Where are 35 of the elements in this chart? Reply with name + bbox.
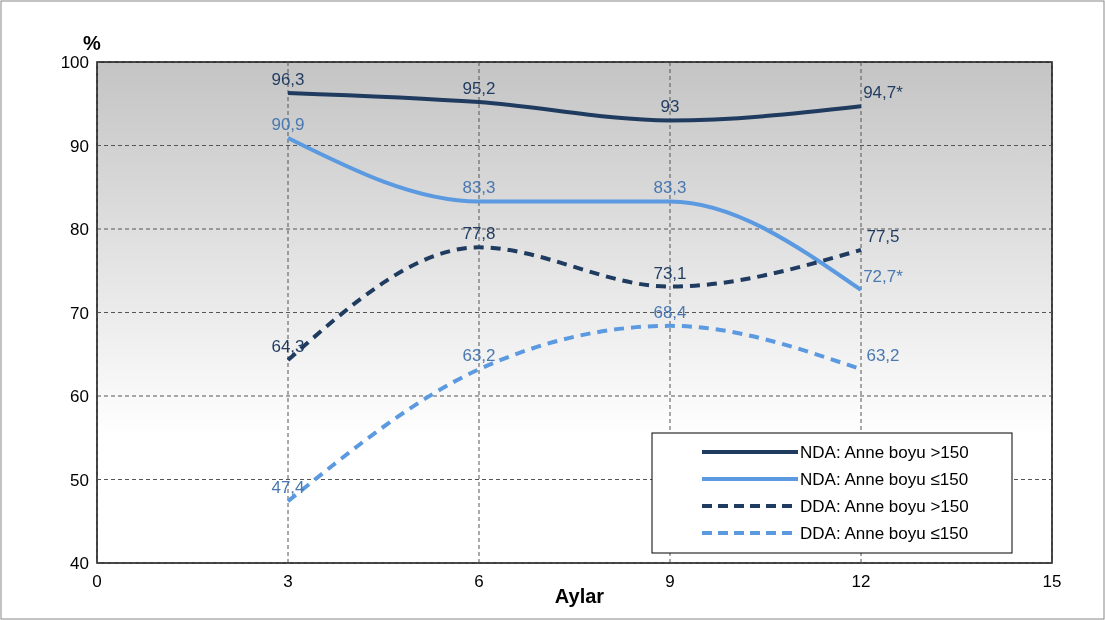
data-label: 83,3 [462, 178, 496, 198]
x-tick-label: 0 [92, 572, 102, 591]
y-axis-title: % [83, 32, 102, 54]
y-tick-label: 50 [70, 470, 89, 490]
data-label: 93 [660, 97, 680, 117]
data-label: 47,4 [271, 478, 305, 498]
legend-label: DDA: Anne boyu >150 [800, 497, 969, 516]
data-label: 73,1 [653, 263, 687, 283]
data-label: 83,3 [653, 178, 687, 198]
data-label: 64,3 [271, 337, 305, 357]
y-tick-label: 40 [70, 554, 89, 573]
x-tick-label: 15 [1042, 572, 1062, 591]
data-label: 95,2 [462, 79, 496, 99]
data-label: 63,2 [462, 346, 496, 366]
y-tick-label: 80 [70, 220, 89, 239]
data-label: 72,7* [863, 266, 904, 286]
data-label: 63,2 [866, 346, 900, 366]
y-tick-label: 90 [70, 136, 89, 156]
data-label: 90,9 [271, 114, 305, 134]
x-tick-label: 6 [474, 572, 484, 591]
data-label: 68,4 [653, 302, 687, 322]
legend-label: NDA: Anne boyu ≤150 [800, 470, 969, 489]
y-tick-label: 60 [70, 387, 89, 406]
data-label: 77,8 [462, 224, 496, 244]
data-label: 77,5 [866, 226, 900, 246]
x-tick-label: 3 [283, 572, 293, 591]
y-tick-label: 70 [70, 303, 89, 323]
x-tick-label: 12 [851, 572, 871, 591]
x-axis-title: Aylar [554, 585, 605, 607]
legend-label: NDA: Anne boyu >150 [800, 443, 969, 462]
legend-label: DDA: Anne boyu ≤150 [800, 524, 969, 543]
data-label: 94,7* [863, 83, 904, 103]
data-label: 96,3 [271, 69, 305, 89]
y-tick-label: 100 [60, 53, 89, 72]
x-tick-label: 9 [665, 572, 675, 591]
